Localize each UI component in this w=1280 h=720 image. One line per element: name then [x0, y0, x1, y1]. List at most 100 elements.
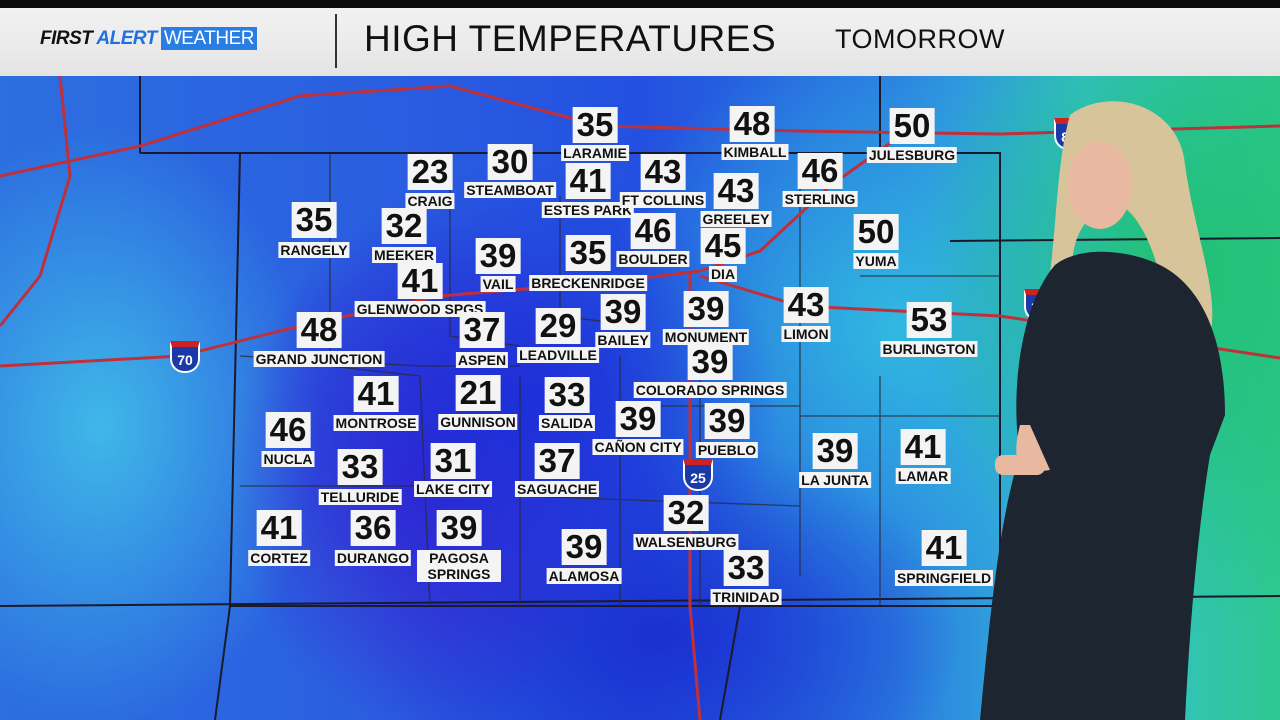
- city-label-yuma: YUMA: [853, 253, 899, 269]
- interstate-70-shield-icon: 70: [170, 341, 200, 373]
- city-label-pagosa-springs: PAGOSA SPRINGS: [417, 550, 501, 582]
- city-label-vail: VAIL: [480, 276, 516, 292]
- city-label-durango: DURANGO: [334, 550, 412, 566]
- city-label-pueblo: PUEBLO: [695, 442, 759, 458]
- temp-value-sterling: 46: [797, 153, 843, 189]
- temp-value-grand-junction: 48: [296, 312, 342, 348]
- city-label-gunnison: GUNNISON: [438, 414, 518, 430]
- city-label-alamosa: ALAMOSA: [546, 568, 622, 584]
- temp-value-pagosa-springs: 39: [436, 510, 482, 546]
- city-label-julesburg: JULESBURG: [866, 147, 958, 163]
- temp-value-salida: 33: [544, 377, 590, 413]
- city-label-dia: DIA: [708, 266, 738, 282]
- temp-value-la-junta: 39: [812, 433, 858, 469]
- city-label-bailey: BAILEY: [595, 332, 651, 348]
- city-label-monument: MONUMENT: [662, 329, 750, 345]
- city-label-telluride: TELLURIDE: [318, 489, 402, 505]
- city-label-rangely: RANGELY: [278, 242, 350, 258]
- city-label-greeley: GREELEY: [700, 211, 772, 227]
- city-label-trinidad: TRINIDAD: [710, 589, 782, 605]
- city-label-aspen: ASPEN: [455, 352, 509, 368]
- temp-value-lamar: 41: [900, 429, 946, 465]
- temp-value-springfield: 41: [921, 530, 967, 566]
- city-label-limon: LIMON: [781, 326, 831, 342]
- shield-number: 25: [690, 470, 706, 486]
- temp-value-meeker: 32: [381, 208, 427, 244]
- city-label-breckenridge: BRECKENRIDGE: [529, 275, 647, 291]
- city-label-craig: CRAIG: [405, 193, 455, 209]
- city-label-laramie: LARAMIE: [561, 145, 629, 161]
- shield-number: 70: [177, 352, 193, 368]
- temp-value-montrose: 41: [353, 376, 399, 412]
- city-label-colorado-springs: COLORADO SPRINGS: [633, 382, 787, 398]
- city-label-la-junta: LA JUNTA: [799, 472, 871, 488]
- first-alert-weather-logo: FIRST ALERT WEATHER: [40, 27, 257, 50]
- temp-value-steamboat: 30: [487, 144, 533, 180]
- city-label-boulder: BOULDER: [616, 251, 690, 267]
- temp-value-ca-on-city: 39: [615, 401, 661, 437]
- temp-value-cortez: 41: [256, 510, 302, 546]
- temp-value-estes-park: 41: [565, 163, 611, 199]
- temp-value-lake-city: 31: [430, 443, 476, 479]
- logo-first: FIRST: [40, 28, 93, 49]
- logo-weather: WEATHER: [160, 27, 257, 50]
- city-label-meeker: MEEKER: [372, 247, 436, 263]
- temp-value-glenwood-spgs: 41: [397, 263, 443, 299]
- temp-value-saguache: 37: [534, 443, 580, 479]
- temp-value-burlington: 53: [906, 302, 952, 338]
- temp-value-pueblo: 39: [704, 403, 750, 439]
- city-label-cortez: CORTEZ: [248, 550, 310, 566]
- temp-value-colorado-springs: 39: [687, 344, 733, 380]
- meteorologist: [980, 101, 1225, 720]
- page-title: HIGH TEMPERATURES: [364, 18, 777, 59]
- temp-value-leadville: 29: [535, 308, 581, 344]
- temp-value-gunnison: 21: [455, 375, 501, 411]
- city-label-lake-city: LAKE CITY: [414, 481, 492, 497]
- temp-value-telluride: 33: [337, 449, 383, 485]
- top-border: [0, 0, 1280, 8]
- temp-value-aspen: 37: [459, 312, 505, 348]
- temp-value-vail: 39: [475, 238, 521, 274]
- temp-value-limon: 43: [783, 287, 829, 323]
- city-label-ca-on-city: CAÑON CITY: [592, 439, 684, 455]
- city-label-saguache: SAGUACHE: [514, 481, 600, 497]
- temp-value-durango: 36: [350, 510, 396, 546]
- temp-value-ft-collins: 43: [640, 154, 686, 190]
- city-label-leadville: LEADVILLE: [517, 347, 599, 363]
- temp-value-rangely: 35: [291, 202, 337, 238]
- header-divider: [335, 14, 337, 68]
- city-label-lamar: LAMAR: [895, 468, 951, 484]
- temp-value-kimball: 48: [729, 106, 775, 142]
- temp-value-walsenburg: 32: [663, 495, 709, 531]
- temp-value-julesburg: 50: [889, 108, 935, 144]
- temp-value-dia: 45: [700, 228, 746, 264]
- city-label-walsenburg: WALSENBURG: [633, 534, 739, 550]
- city-label-montrose: MONTROSE: [333, 415, 419, 431]
- city-label-ft-collins: FT COLLINS: [619, 192, 707, 208]
- city-label-salida: SALIDA: [538, 415, 596, 431]
- city-label-estes-park: ESTES PARK: [541, 202, 635, 218]
- interstate-25-shield-icon: 25: [683, 459, 713, 491]
- temp-value-boulder: 46: [630, 213, 676, 249]
- temp-value-monument: 39: [683, 291, 729, 327]
- temp-value-greeley: 43: [713, 173, 759, 209]
- city-label-glenwood-spgs: GLENWOOD SPGS: [354, 301, 486, 317]
- city-label-steamboat: STEAMBOAT: [464, 182, 556, 198]
- logo-alert: ALERT: [96, 28, 157, 49]
- city-label-springfield: SPRINGFIELD: [894, 570, 994, 586]
- page-subtitle: TOMORROW: [835, 24, 1005, 54]
- city-label-burlington: BURLINGTON: [880, 341, 978, 357]
- city-label-kimball: KIMBALL: [721, 144, 789, 160]
- city-label-sterling: STERLING: [782, 191, 858, 207]
- graphic-header: FIRST ALERT WEATHER HIGH TEMPERATURES TOMO…: [0, 8, 1280, 76]
- temp-value-breckenridge: 35: [565, 235, 611, 271]
- temp-value-alamosa: 39: [561, 529, 607, 565]
- city-label-grand-junction: GRAND JUNCTION: [253, 351, 385, 367]
- temp-value-yuma: 50: [853, 214, 899, 250]
- temp-value-laramie: 35: [572, 107, 618, 143]
- temp-value-bailey: 39: [600, 294, 646, 330]
- city-label-nucla: NUCLA: [261, 451, 315, 467]
- temp-value-trinidad: 33: [723, 550, 769, 586]
- temp-value-craig: 23: [407, 154, 453, 190]
- temp-value-nucla: 46: [265, 412, 311, 448]
